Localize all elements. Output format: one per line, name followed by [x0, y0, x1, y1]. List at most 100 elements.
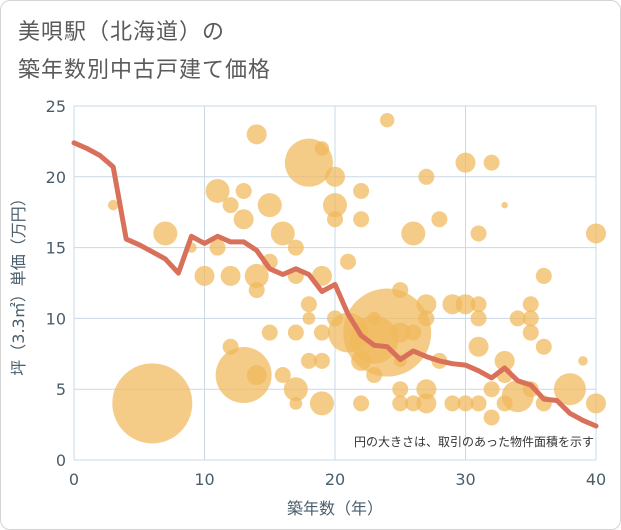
bubble-point	[246, 365, 267, 386]
x-tick-label: 40	[586, 470, 606, 489]
bubble-point	[501, 201, 508, 209]
bubble-point	[244, 263, 269, 288]
bubble-size-note: 円の大きさは、取引のあった物件面積を示す	[354, 434, 594, 449]
x-tick-label: 30	[455, 470, 475, 489]
bubble-point	[470, 310, 487, 327]
bubble-point	[444, 395, 461, 412]
bubble-point	[367, 312, 381, 325]
bubble-point	[470, 225, 487, 242]
bubble-point	[468, 336, 489, 357]
title-line-1: 美唄駅（北海道）の	[18, 20, 226, 45]
bubble-point	[287, 239, 304, 256]
bubble-point	[289, 396, 303, 410]
bubble-point	[578, 356, 588, 366]
x-tick-label: 10	[194, 470, 214, 489]
bubble-point	[455, 294, 476, 315]
bubble-point	[483, 381, 500, 398]
bubble-point	[392, 282, 409, 299]
bubble-point	[300, 352, 317, 369]
bubble-point	[313, 324, 330, 341]
bubble-point	[418, 310, 435, 327]
bubble-point	[416, 294, 437, 315]
bubble-point	[366, 367, 383, 384]
bubble-point	[392, 381, 409, 398]
bubble-point	[535, 338, 552, 355]
y-tick-label: 20	[46, 168, 66, 187]
bubble-point	[327, 310, 343, 327]
y-tick-label: 15	[46, 239, 66, 258]
bubble-point	[107, 199, 119, 211]
bubble-point	[522, 296, 539, 313]
bubble-point	[323, 193, 347, 218]
bubble-point	[314, 141, 330, 156]
bubble-point	[313, 352, 330, 369]
bubble-point	[509, 310, 526, 327]
bubble-point	[431, 211, 448, 228]
x-tick-label: 20	[325, 470, 345, 489]
axis-ticks: 0 10 20 30 40 0 5 10 15 20 25	[46, 97, 607, 489]
y-tick-label: 25	[46, 97, 66, 116]
bubble-point	[325, 166, 345, 187]
bubble-point	[586, 223, 606, 244]
bubble-point	[309, 391, 334, 416]
x-tick-label: 0	[69, 470, 79, 489]
bubble-point	[257, 193, 282, 218]
bubble-point	[340, 253, 357, 270]
bubble-point	[233, 209, 254, 230]
y-axis-label: 坪（3.3㎡）単価（万円）	[9, 190, 28, 375]
bubble-point	[300, 296, 317, 313]
bubble-point	[353, 211, 370, 228]
bubble-point	[353, 395, 370, 412]
bubble-point	[494, 350, 515, 371]
y-tick-label: 10	[46, 309, 66, 328]
bubble-point	[535, 267, 552, 284]
bubble-point	[522, 310, 539, 327]
bubble-point	[327, 211, 343, 228]
bubble-point	[274, 367, 291, 384]
bubble-point	[405, 324, 422, 341]
bubble-point	[222, 338, 239, 355]
bubble-point	[235, 182, 252, 199]
bubble-point	[153, 221, 178, 246]
bubble-point	[470, 395, 487, 412]
bubble-point	[455, 152, 476, 173]
title-line-2: 築年数別中古戸建て価格	[18, 58, 272, 83]
y-tick-label: 0	[56, 451, 66, 470]
bubble-point	[401, 221, 426, 246]
bubble-point	[483, 154, 500, 171]
bubble-point	[553, 373, 586, 406]
bubble-point	[261, 324, 278, 341]
bubble-point	[283, 377, 308, 402]
bubble-point	[353, 182, 370, 199]
bubble-point	[246, 124, 267, 145]
bubble-point	[220, 265, 241, 286]
bubble-point	[215, 347, 272, 404]
bubble-point	[390, 322, 411, 343]
chart-title: 美唄駅（北海道）の 築年数別中古戸建て価格	[18, 14, 271, 90]
average-price-line	[71, 140, 599, 429]
bubble-point	[380, 112, 395, 128]
bubble-point	[248, 282, 265, 299]
bubble-point	[457, 395, 474, 412]
bubble-point	[586, 393, 606, 414]
bubble-point	[416, 393, 437, 414]
y-tick-label: 5	[56, 380, 66, 399]
bubble-series	[107, 112, 606, 444]
bubble-point	[270, 221, 295, 246]
bubble-point	[112, 363, 193, 444]
bubble-point	[392, 395, 409, 412]
bubble-point	[209, 239, 226, 256]
bubble-point	[194, 265, 215, 286]
x-axis-label: 築年数（年）	[287, 499, 383, 518]
bubble-point	[470, 296, 487, 313]
bubble-point	[302, 312, 316, 325]
bubble-point	[287, 324, 304, 341]
bubble-point	[418, 168, 435, 185]
bubble-point	[222, 197, 239, 214]
bubble-point	[483, 409, 500, 426]
bubble-point	[351, 350, 372, 371]
bubble-point	[416, 379, 437, 400]
bubble-point	[522, 324, 539, 341]
